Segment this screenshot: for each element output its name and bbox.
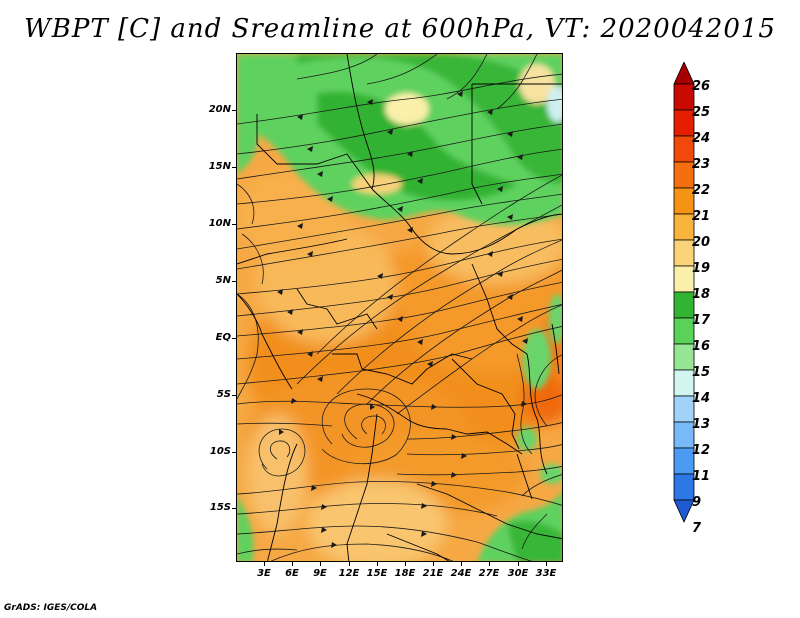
colorbar-swatch [673,135,695,163]
lon-tick [320,562,321,566]
colorbar-swatch [673,161,695,189]
colorbar-label: 13 [692,417,711,432]
colorbar-label: 26 [692,79,711,94]
chart-title: WBPT [C] and Sreamline at 600hPa, VT: 20… [24,14,776,44]
lon-tick [405,562,406,566]
grads-credit: GrADS: IGES/COLA [4,603,98,613]
colorbar-label: 22 [692,183,711,198]
colorbar-swatch [673,213,695,241]
colorbar-label: 24 [692,131,711,146]
colorbar-swatch [673,343,695,371]
lon-tick [264,562,265,566]
lon-tick [518,562,519,566]
colorbar-label: 16 [692,339,711,354]
lon-label: 33E [535,568,557,579]
colorbar-label: 20 [692,235,711,250]
colorbar-label: 17 [692,313,711,328]
colorbar-swatch [673,447,695,475]
lon-label: 18E [394,568,416,579]
lon-label: 3E [257,568,271,579]
colorbar-swatch [673,369,695,397]
colorbar-label: 23 [692,157,711,172]
country-borders [237,54,562,561]
lat-tick [232,395,236,396]
colorbar-label: 12 [692,443,711,458]
lon-tick [433,562,434,566]
lon-tick [292,562,293,566]
colorbar-label: 19 [692,261,711,276]
colorbar-label: 25 [692,105,711,120]
lat-label: 15S [209,502,231,513]
colorbar-swatch [673,83,695,111]
map-panel [236,53,563,562]
colorbar-swatch [673,187,695,215]
lat-tick [232,281,236,282]
lon-tick [461,562,462,566]
lon-tick [489,562,490,566]
lon-label: 24E [450,568,472,579]
colorbar-swatches [673,61,695,523]
colorbar-swatch [673,499,695,523]
colorbar [672,61,695,566]
colorbar-swatch [673,421,695,449]
lon-label: 21E [422,568,444,579]
lat-tick [232,508,236,509]
lon-label: 6E [285,568,299,579]
colorbar-swatch [673,61,695,85]
colorbar-label: 9 [692,495,702,510]
lat-label: 10N [208,218,231,229]
colorbar-label: 14 [692,391,711,406]
lat-label: 15N [208,161,231,172]
colorbar-label: 21 [692,209,711,224]
lon-tick [546,562,547,566]
lat-label: 5S [216,389,231,400]
lat-tick [232,224,236,225]
lon-tick [349,562,350,566]
colorbar-swatch [673,265,695,293]
lat-tick [232,338,236,339]
lat-label: EQ [215,332,231,343]
colorbar-label: 18 [692,287,711,302]
colorbar-swatch [673,473,695,501]
lon-label: 27E [478,568,500,579]
lon-label: 12E [338,568,360,579]
wbpt-field [237,54,562,561]
colorbar-label: 7 [692,521,702,536]
lat-label: 10S [209,446,231,457]
lon-label: 30E [507,568,529,579]
lon-label: 15E [366,568,388,579]
lat-label: 20N [208,104,231,115]
colorbar-label: 15 [692,365,711,380]
lat-tick [232,110,236,111]
colorbar-swatch [673,109,695,137]
lat-tick [232,167,236,168]
colorbar-swatch [673,317,695,345]
colorbar-swatch [673,239,695,267]
lat-label: 5N [215,275,231,286]
colorbar-swatch [673,395,695,423]
lat-tick [232,452,236,453]
colorbar-label: 11 [692,469,711,484]
colorbar-swatch [673,291,695,319]
lon-tick [377,562,378,566]
lon-label: 9E [313,568,327,579]
